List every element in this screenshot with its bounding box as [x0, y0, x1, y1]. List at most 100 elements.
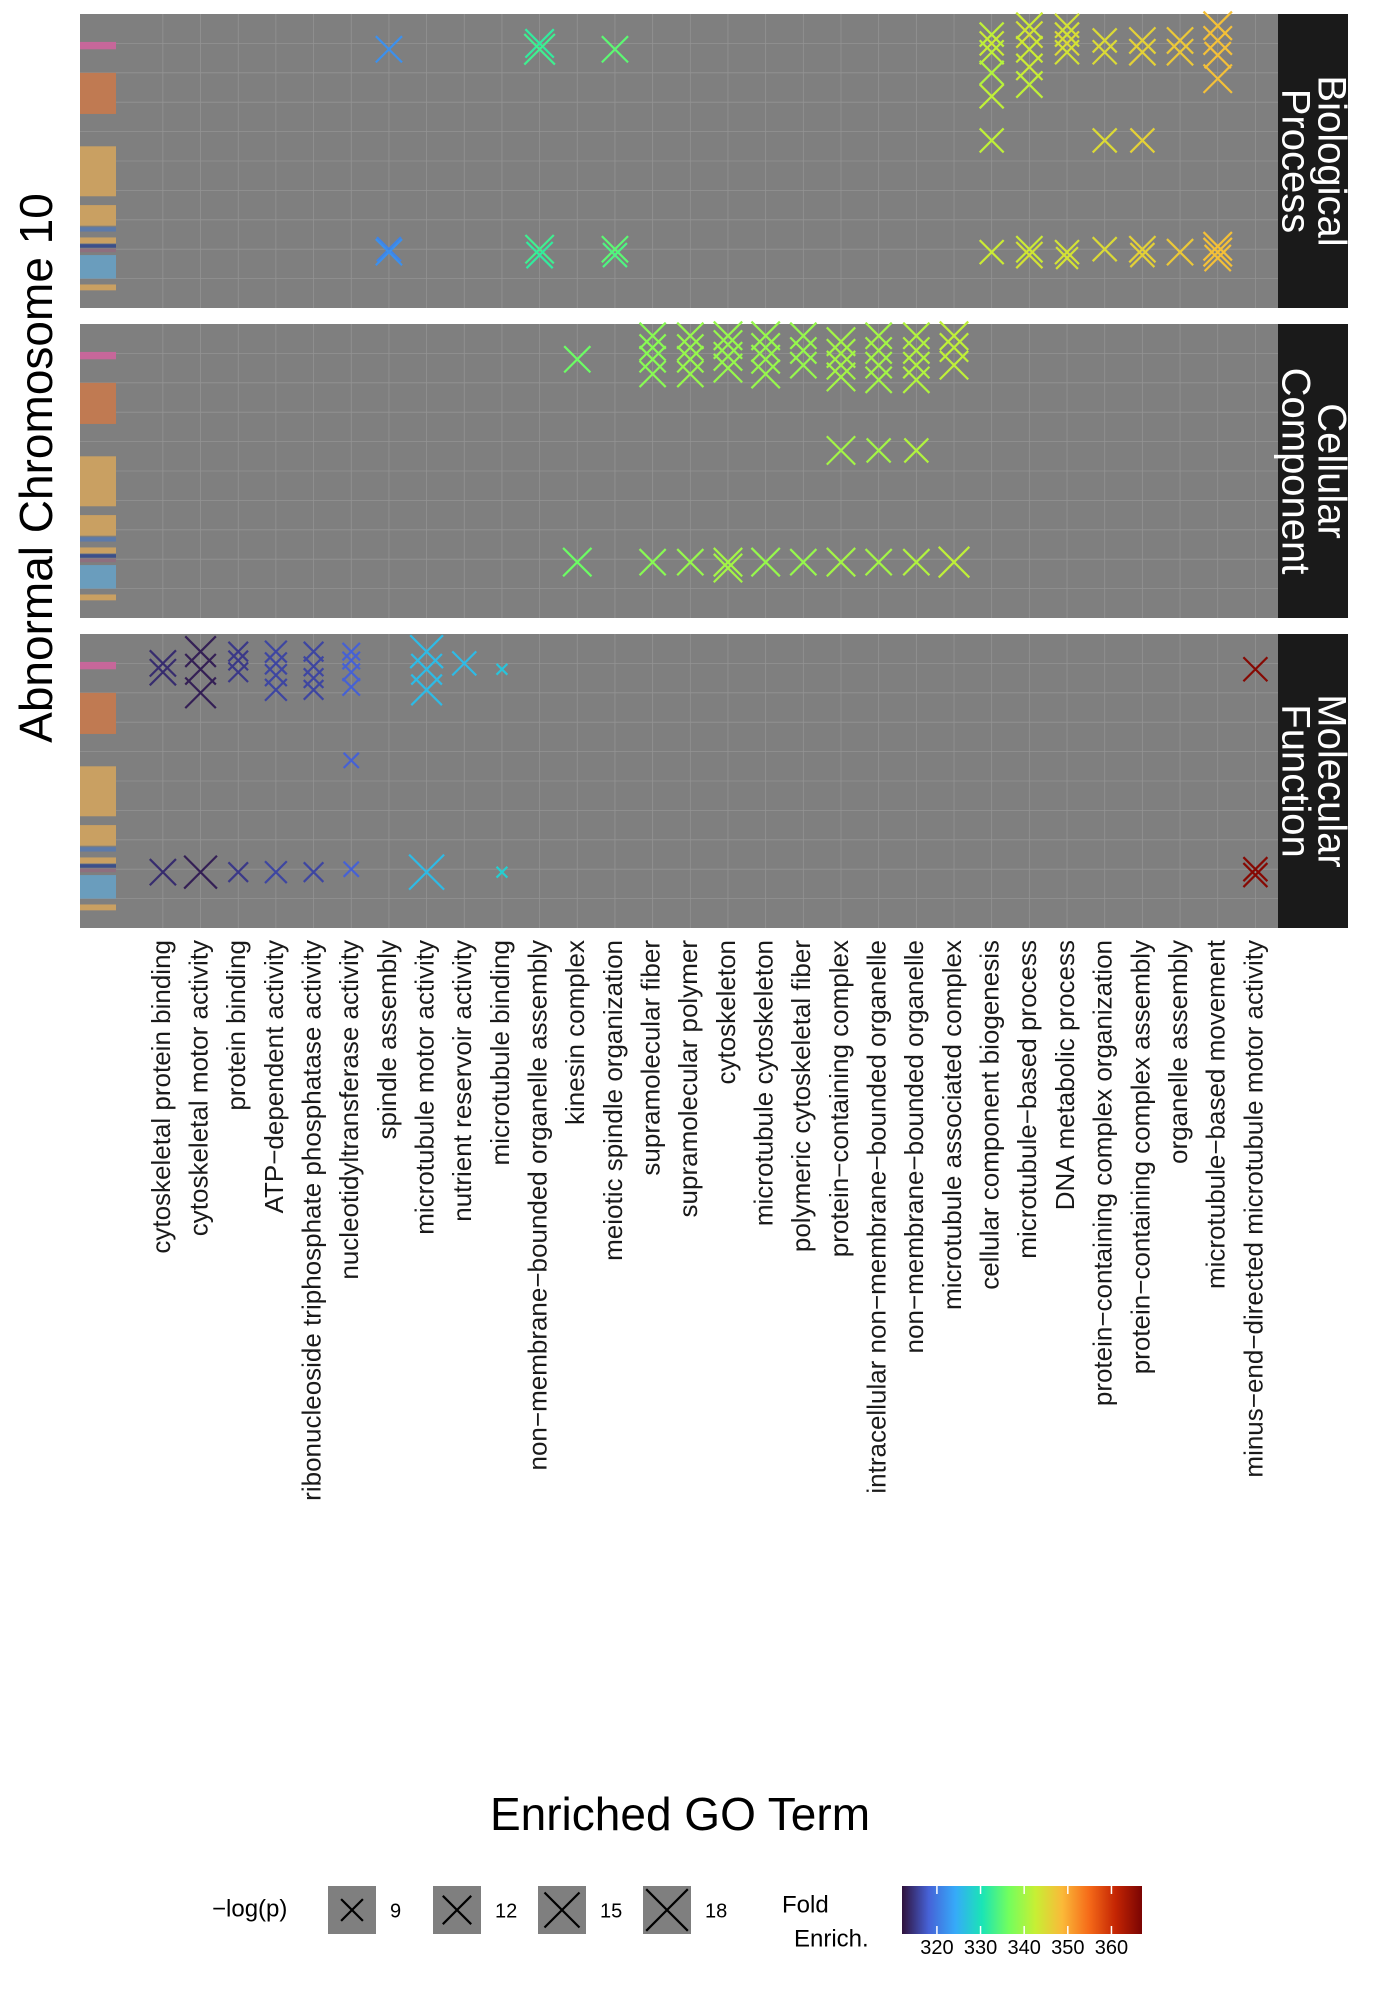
- data-point: [864, 321, 893, 350]
- data-point: [676, 548, 705, 577]
- data-point: [712, 547, 743, 578]
- data-point: [978, 83, 1005, 110]
- data-point: [264, 639, 288, 664]
- chromosome-band: [80, 875, 116, 899]
- x-tick-label: microtubule binding: [485, 940, 515, 1165]
- data-point: [864, 365, 893, 394]
- x-tick-label: polymeric cytoskeletal fiber: [786, 940, 816, 1252]
- color-legend-tick: 350: [1051, 1937, 1084, 1959]
- data-point: [562, 547, 593, 578]
- data-point: [227, 661, 249, 683]
- data-point: [227, 861, 249, 883]
- data-point: [184, 635, 217, 668]
- data-point: [408, 853, 445, 891]
- size-legend: −log(p) 9 12 15 18: [212, 1886, 727, 1934]
- data-point: [1015, 20, 1044, 49]
- data-point: [978, 21, 1005, 48]
- x-tick-label: kinesin complex: [560, 940, 590, 1125]
- data-point: [1015, 11, 1044, 40]
- data-point: [978, 60, 1005, 86]
- size-legend-key: 12: [433, 1886, 517, 1934]
- color-legend: Fold Enrich. 320 330 340 350 360: [782, 1886, 1142, 1959]
- data-point: [375, 238, 403, 267]
- chromosome-band: [80, 205, 116, 226]
- data-point: [1166, 26, 1194, 55]
- x-tick-label: microtubule cytoskeleton: [749, 940, 779, 1226]
- data-point: [826, 435, 856, 466]
- chromosome-band: [80, 857, 116, 864]
- data-point: [1129, 242, 1156, 268]
- chromosome-band: [80, 351, 116, 360]
- color-legend-tick: 320: [920, 1937, 953, 1959]
- data-point: [1055, 246, 1079, 270]
- chromosome-band: [80, 565, 116, 589]
- x-tick-label: cytoskeleton: [711, 940, 741, 1085]
- data-point: [789, 336, 818, 365]
- data-point: [1202, 10, 1233, 41]
- data-point: [149, 649, 177, 678]
- x-tick-label: cytoskeletal protein binding: [146, 940, 176, 1254]
- x-tick-label: ribonucleoside triphosphate phosphatase …: [296, 940, 326, 1501]
- data-point: [939, 320, 969, 351]
- data-point: [1015, 70, 1044, 99]
- x-tick-label: meiotic spindle organization: [598, 940, 628, 1261]
- size-legend-key: 9: [328, 1886, 401, 1934]
- data-point: [712, 353, 743, 384]
- chromosome-band: [80, 72, 116, 114]
- data-point: [1242, 656, 1269, 683]
- data-point: [903, 437, 930, 464]
- facet-strip-label: Molecular: [1309, 694, 1353, 867]
- data-point: [1015, 235, 1044, 264]
- data-point: [865, 437, 892, 464]
- size-legend-label: 9: [390, 1900, 401, 1922]
- data-point: [264, 860, 288, 884]
- data-point: [1091, 27, 1118, 54]
- data-point: [341, 662, 361, 682]
- chromosome-band: [80, 864, 116, 868]
- data-point: [939, 350, 969, 381]
- x-tick-label: protein−containing complex: [824, 940, 854, 1257]
- x-tick-label: spindle assembly: [372, 940, 402, 1139]
- data-point: [902, 548, 931, 577]
- size-legend-marker: [645, 1888, 689, 1932]
- data-point: [789, 351, 818, 380]
- data-point: [902, 351, 931, 380]
- data-point: [1128, 38, 1157, 67]
- data-point: [638, 345, 667, 374]
- size-legend-marker: [340, 1898, 364, 1922]
- data-point: [750, 359, 781, 389]
- x-tick-label: nucleotidyltransferase activity: [334, 940, 364, 1280]
- size-legend-key: 15: [538, 1886, 622, 1934]
- data-point: [638, 548, 667, 577]
- data-point: [227, 641, 249, 663]
- chromosome-band: [80, 847, 116, 852]
- x-tick-label: minus−end−directed microtubule motor act…: [1238, 940, 1268, 1478]
- data-point: [937, 546, 971, 579]
- size-legend-label: 18: [705, 1900, 727, 1922]
- data-point: [1202, 25, 1233, 56]
- data-point: [184, 676, 217, 709]
- data-point: [638, 321, 667, 350]
- chromosome-band: [80, 227, 116, 232]
- chromosome-band: [80, 456, 116, 507]
- chromosome-band: [80, 244, 116, 248]
- data-point: [1242, 856, 1269, 882]
- x-tick-label: DNA metabolic process: [1050, 940, 1080, 1210]
- data-point: [826, 326, 856, 357]
- data-point: [978, 239, 1005, 265]
- data-point: [1166, 238, 1194, 267]
- x-tick-label: nutrient reservoir activity: [447, 940, 477, 1222]
- color-legend-title: Enrich.: [794, 1925, 869, 1952]
- data-point: [712, 329, 743, 360]
- facet-strip-label: Function: [1273, 704, 1317, 857]
- data-point: [1202, 231, 1233, 262]
- data-point: [1129, 127, 1156, 154]
- data-point: [1054, 239, 1080, 265]
- x-tick-label: supramolecular fiber: [636, 940, 666, 1176]
- data-point: [342, 860, 360, 878]
- data-point: [524, 234, 555, 265]
